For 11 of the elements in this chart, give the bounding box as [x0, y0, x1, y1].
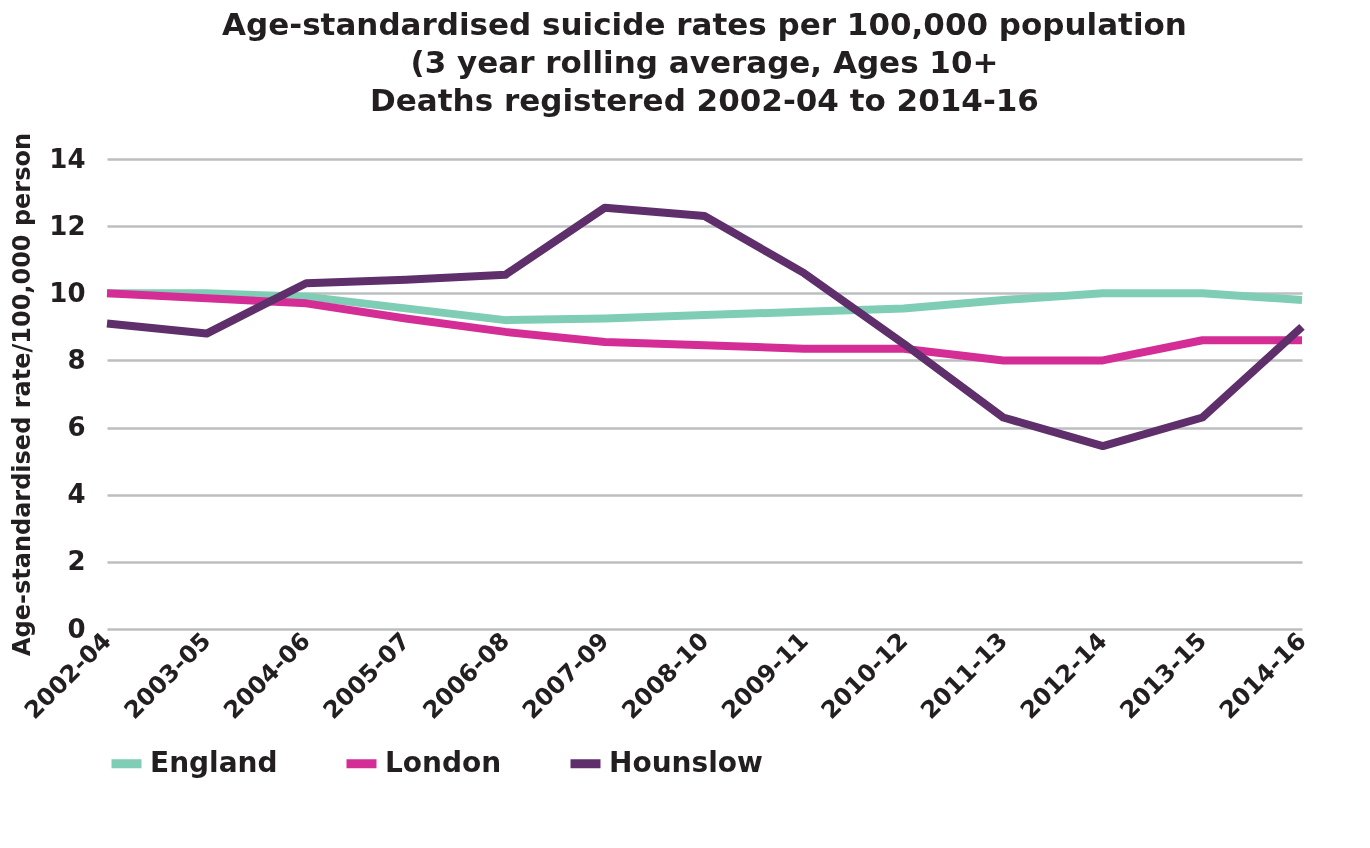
y-tick-label: 14 — [49, 143, 86, 174]
legend-label: Hounslow — [609, 745, 763, 779]
y-tick-label: 6 — [67, 412, 86, 443]
y-tick-label: 10 — [49, 277, 86, 308]
legend-label: England — [150, 745, 278, 779]
y-tick-label: 8 — [67, 344, 86, 375]
y-tick-label: 2 — [67, 546, 86, 577]
y-tick-label: 12 — [49, 210, 86, 241]
legend-label: London — [385, 745, 502, 779]
y-tick-label: 4 — [67, 479, 86, 510]
chart-title: Age-standardised suicide rates per 100,000 population (3 year rolling average, Ages 10+ Deaths registered 2002-04 to 2014-16 — [222, 6, 1187, 119]
